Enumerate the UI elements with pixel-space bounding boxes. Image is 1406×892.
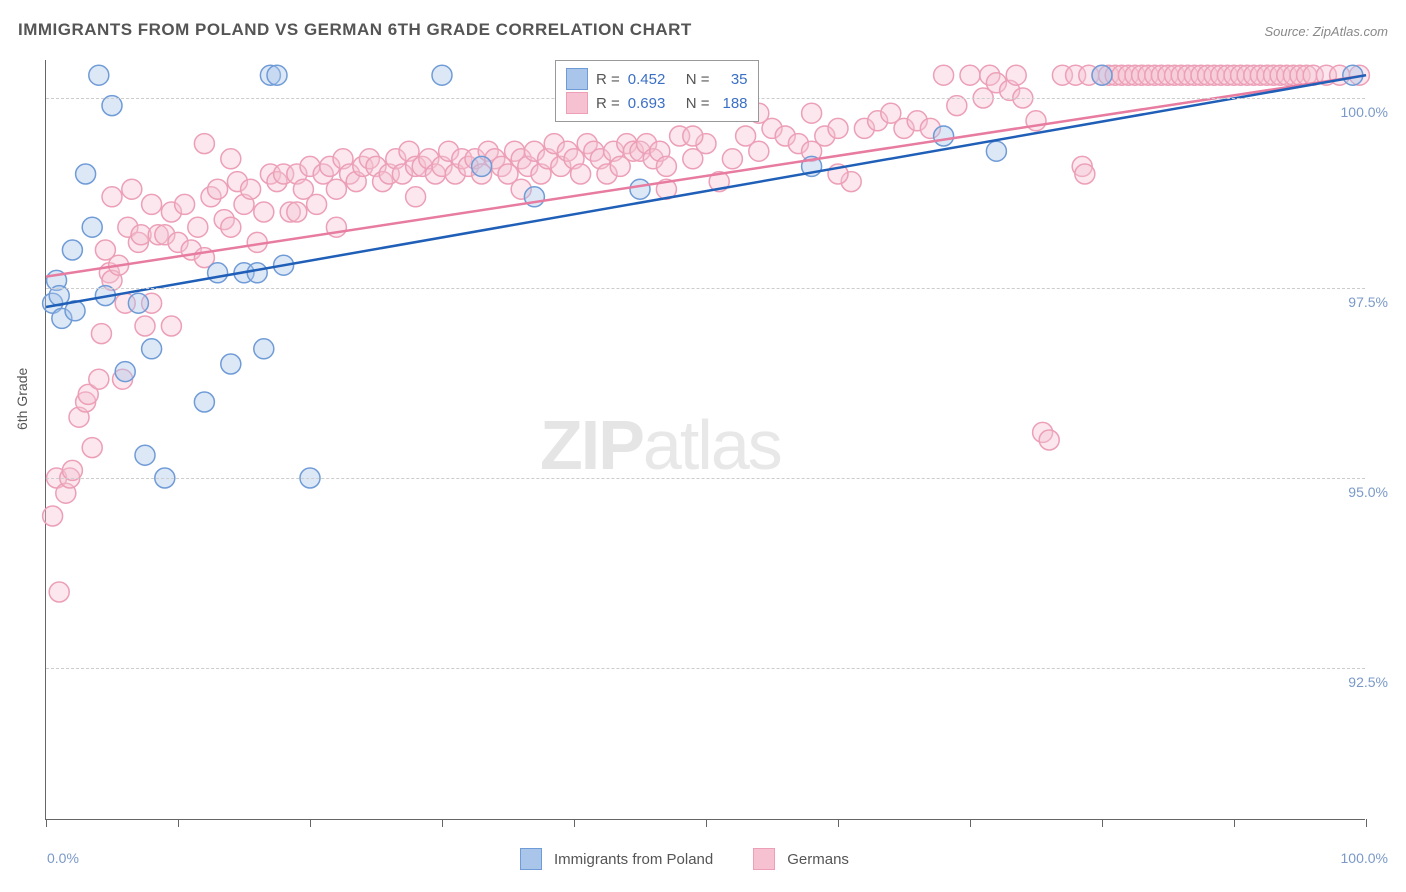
legend-swatch-germans bbox=[753, 848, 775, 870]
data-point bbox=[630, 179, 650, 199]
data-point bbox=[208, 263, 228, 283]
x-tick bbox=[838, 819, 839, 827]
data-point bbox=[161, 316, 181, 336]
y-axis-label: 6th Grade bbox=[14, 368, 30, 430]
x-tick bbox=[706, 819, 707, 827]
data-point bbox=[115, 362, 135, 382]
data-point bbox=[267, 65, 287, 85]
data-point bbox=[934, 65, 954, 85]
data-point bbox=[128, 293, 148, 313]
data-point bbox=[62, 240, 82, 260]
stats-row-poland: R = 0.452 N = 35 bbox=[566, 67, 748, 91]
x-tick-100: 100.0% bbox=[1341, 850, 1388, 866]
data-point bbox=[802, 103, 822, 123]
chart-title: IMMIGRANTS FROM POLAND VS GERMAN 6TH GRA… bbox=[18, 20, 692, 40]
data-point bbox=[828, 118, 848, 138]
data-point bbox=[188, 217, 208, 237]
data-point bbox=[287, 202, 307, 222]
data-point bbox=[986, 141, 1006, 161]
y-tick-label: 95.0% bbox=[1348, 484, 1388, 500]
data-point bbox=[91, 324, 111, 344]
x-tick bbox=[46, 819, 47, 827]
data-point bbox=[241, 179, 261, 199]
data-point bbox=[934, 126, 954, 146]
data-point bbox=[656, 156, 676, 176]
source-label: Source: ZipAtlas.com bbox=[1264, 24, 1388, 39]
x-tick bbox=[442, 819, 443, 827]
data-point bbox=[135, 445, 155, 465]
x-tick-0: 0.0% bbox=[47, 850, 79, 866]
x-tick bbox=[574, 819, 575, 827]
data-point bbox=[1075, 164, 1095, 184]
x-tick bbox=[178, 819, 179, 827]
data-point bbox=[722, 149, 742, 169]
data-point bbox=[221, 149, 241, 169]
legend-swatch-poland bbox=[520, 848, 542, 870]
data-point bbox=[82, 438, 102, 458]
data-point bbox=[89, 369, 109, 389]
gridline-h bbox=[46, 288, 1365, 289]
stats-row-germans: R = 0.693 N = 188 bbox=[566, 91, 748, 115]
x-tick bbox=[310, 819, 311, 827]
legend-label-poland: Immigrants from Poland bbox=[554, 851, 713, 868]
stats-legend: R = 0.452 N = 35 R = 0.693 N = 188 bbox=[555, 60, 759, 122]
data-point bbox=[1006, 65, 1026, 85]
y-tick-label: 92.5% bbox=[1348, 674, 1388, 690]
swatch-germans bbox=[566, 92, 588, 114]
data-point bbox=[432, 65, 452, 85]
data-point bbox=[307, 194, 327, 214]
gridline-h bbox=[46, 668, 1365, 669]
data-point bbox=[43, 506, 63, 526]
data-point bbox=[254, 339, 274, 359]
data-point bbox=[142, 339, 162, 359]
data-point bbox=[142, 194, 162, 214]
x-tick bbox=[1102, 819, 1103, 827]
data-point bbox=[175, 194, 195, 214]
data-point bbox=[194, 392, 214, 412]
data-point bbox=[960, 65, 980, 85]
data-point bbox=[406, 187, 426, 207]
data-point bbox=[221, 354, 241, 374]
data-point bbox=[472, 156, 492, 176]
data-point bbox=[122, 179, 142, 199]
x-tick bbox=[970, 819, 971, 827]
data-point bbox=[1039, 430, 1059, 450]
data-point bbox=[247, 263, 267, 283]
gridline-h bbox=[46, 478, 1365, 479]
data-point bbox=[208, 179, 228, 199]
data-point bbox=[749, 141, 769, 161]
data-point bbox=[135, 316, 155, 336]
data-point bbox=[89, 65, 109, 85]
x-tick bbox=[1234, 819, 1235, 827]
data-point bbox=[102, 187, 122, 207]
swatch-poland bbox=[566, 68, 588, 90]
data-point bbox=[571, 164, 591, 184]
data-point bbox=[49, 582, 69, 602]
legend-label-germans: Germans bbox=[787, 851, 849, 868]
data-point bbox=[1092, 65, 1112, 85]
y-tick-label: 100.0% bbox=[1341, 104, 1388, 120]
series-legend: Immigrants from Poland Germans bbox=[520, 848, 849, 870]
data-point bbox=[194, 134, 214, 154]
x-tick bbox=[1366, 819, 1367, 827]
chart-svg bbox=[46, 60, 1365, 819]
plot-area bbox=[45, 60, 1365, 820]
data-point bbox=[221, 217, 241, 237]
y-tick-label: 97.5% bbox=[1348, 294, 1388, 310]
data-point bbox=[76, 164, 96, 184]
data-point bbox=[254, 202, 274, 222]
data-point bbox=[82, 217, 102, 237]
data-point bbox=[683, 126, 703, 146]
